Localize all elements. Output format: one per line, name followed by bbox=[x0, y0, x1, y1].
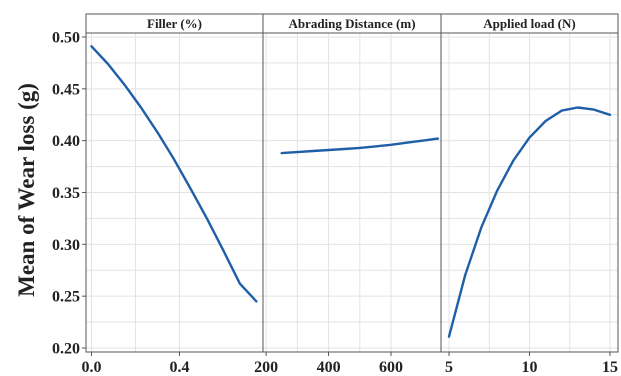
series-line bbox=[90, 45, 258, 303]
x-tick-label: 600 bbox=[379, 359, 403, 376]
facet-panels: Filler (%) 0.0 0.4 Abrading Distance (m) 200… bbox=[81, 13, 619, 376]
x-tick-label: 0.4 bbox=[169, 359, 189, 376]
y-tick-label: 0.35 bbox=[52, 185, 80, 202]
facet-title: Filler (%) bbox=[147, 16, 202, 31]
facet-panel: Filler (%) 0.0 0.4 bbox=[81, 13, 264, 376]
y-tick-label: 0.45 bbox=[52, 81, 80, 98]
facet-title: Applied load (N) bbox=[483, 16, 575, 31]
facet-title: Abrading Distance (m) bbox=[288, 16, 415, 31]
y-tick-label: 0.50 bbox=[52, 30, 80, 47]
y-tick-label: 0.40 bbox=[52, 133, 80, 150]
x-tick-label: 10 bbox=[522, 359, 538, 376]
series-line bbox=[447, 106, 612, 338]
y-tick-label: 0.30 bbox=[52, 237, 80, 254]
series-line bbox=[280, 137, 440, 155]
x-tick-label: 400 bbox=[317, 359, 341, 376]
x-tick-label: 0.0 bbox=[81, 359, 101, 376]
y-tick-label: 0.25 bbox=[52, 289, 80, 306]
facet-panel: Abrading Distance (m) 200 400 600 bbox=[254, 13, 442, 376]
x-tick-label: 200 bbox=[254, 359, 278, 376]
y-axis: 0.20 0.25 0.30 0.35 0.40 0.45 0.50 bbox=[52, 30, 86, 358]
x-tick-label: 15 bbox=[602, 359, 618, 376]
x-tick-label: 5 bbox=[445, 359, 453, 376]
facet-panel: Applied load (N) 5 10 15 bbox=[440, 13, 619, 376]
y-axis-title: Mean of Wear loss (g) bbox=[14, 83, 39, 297]
y-tick-label: 0.20 bbox=[52, 341, 80, 358]
